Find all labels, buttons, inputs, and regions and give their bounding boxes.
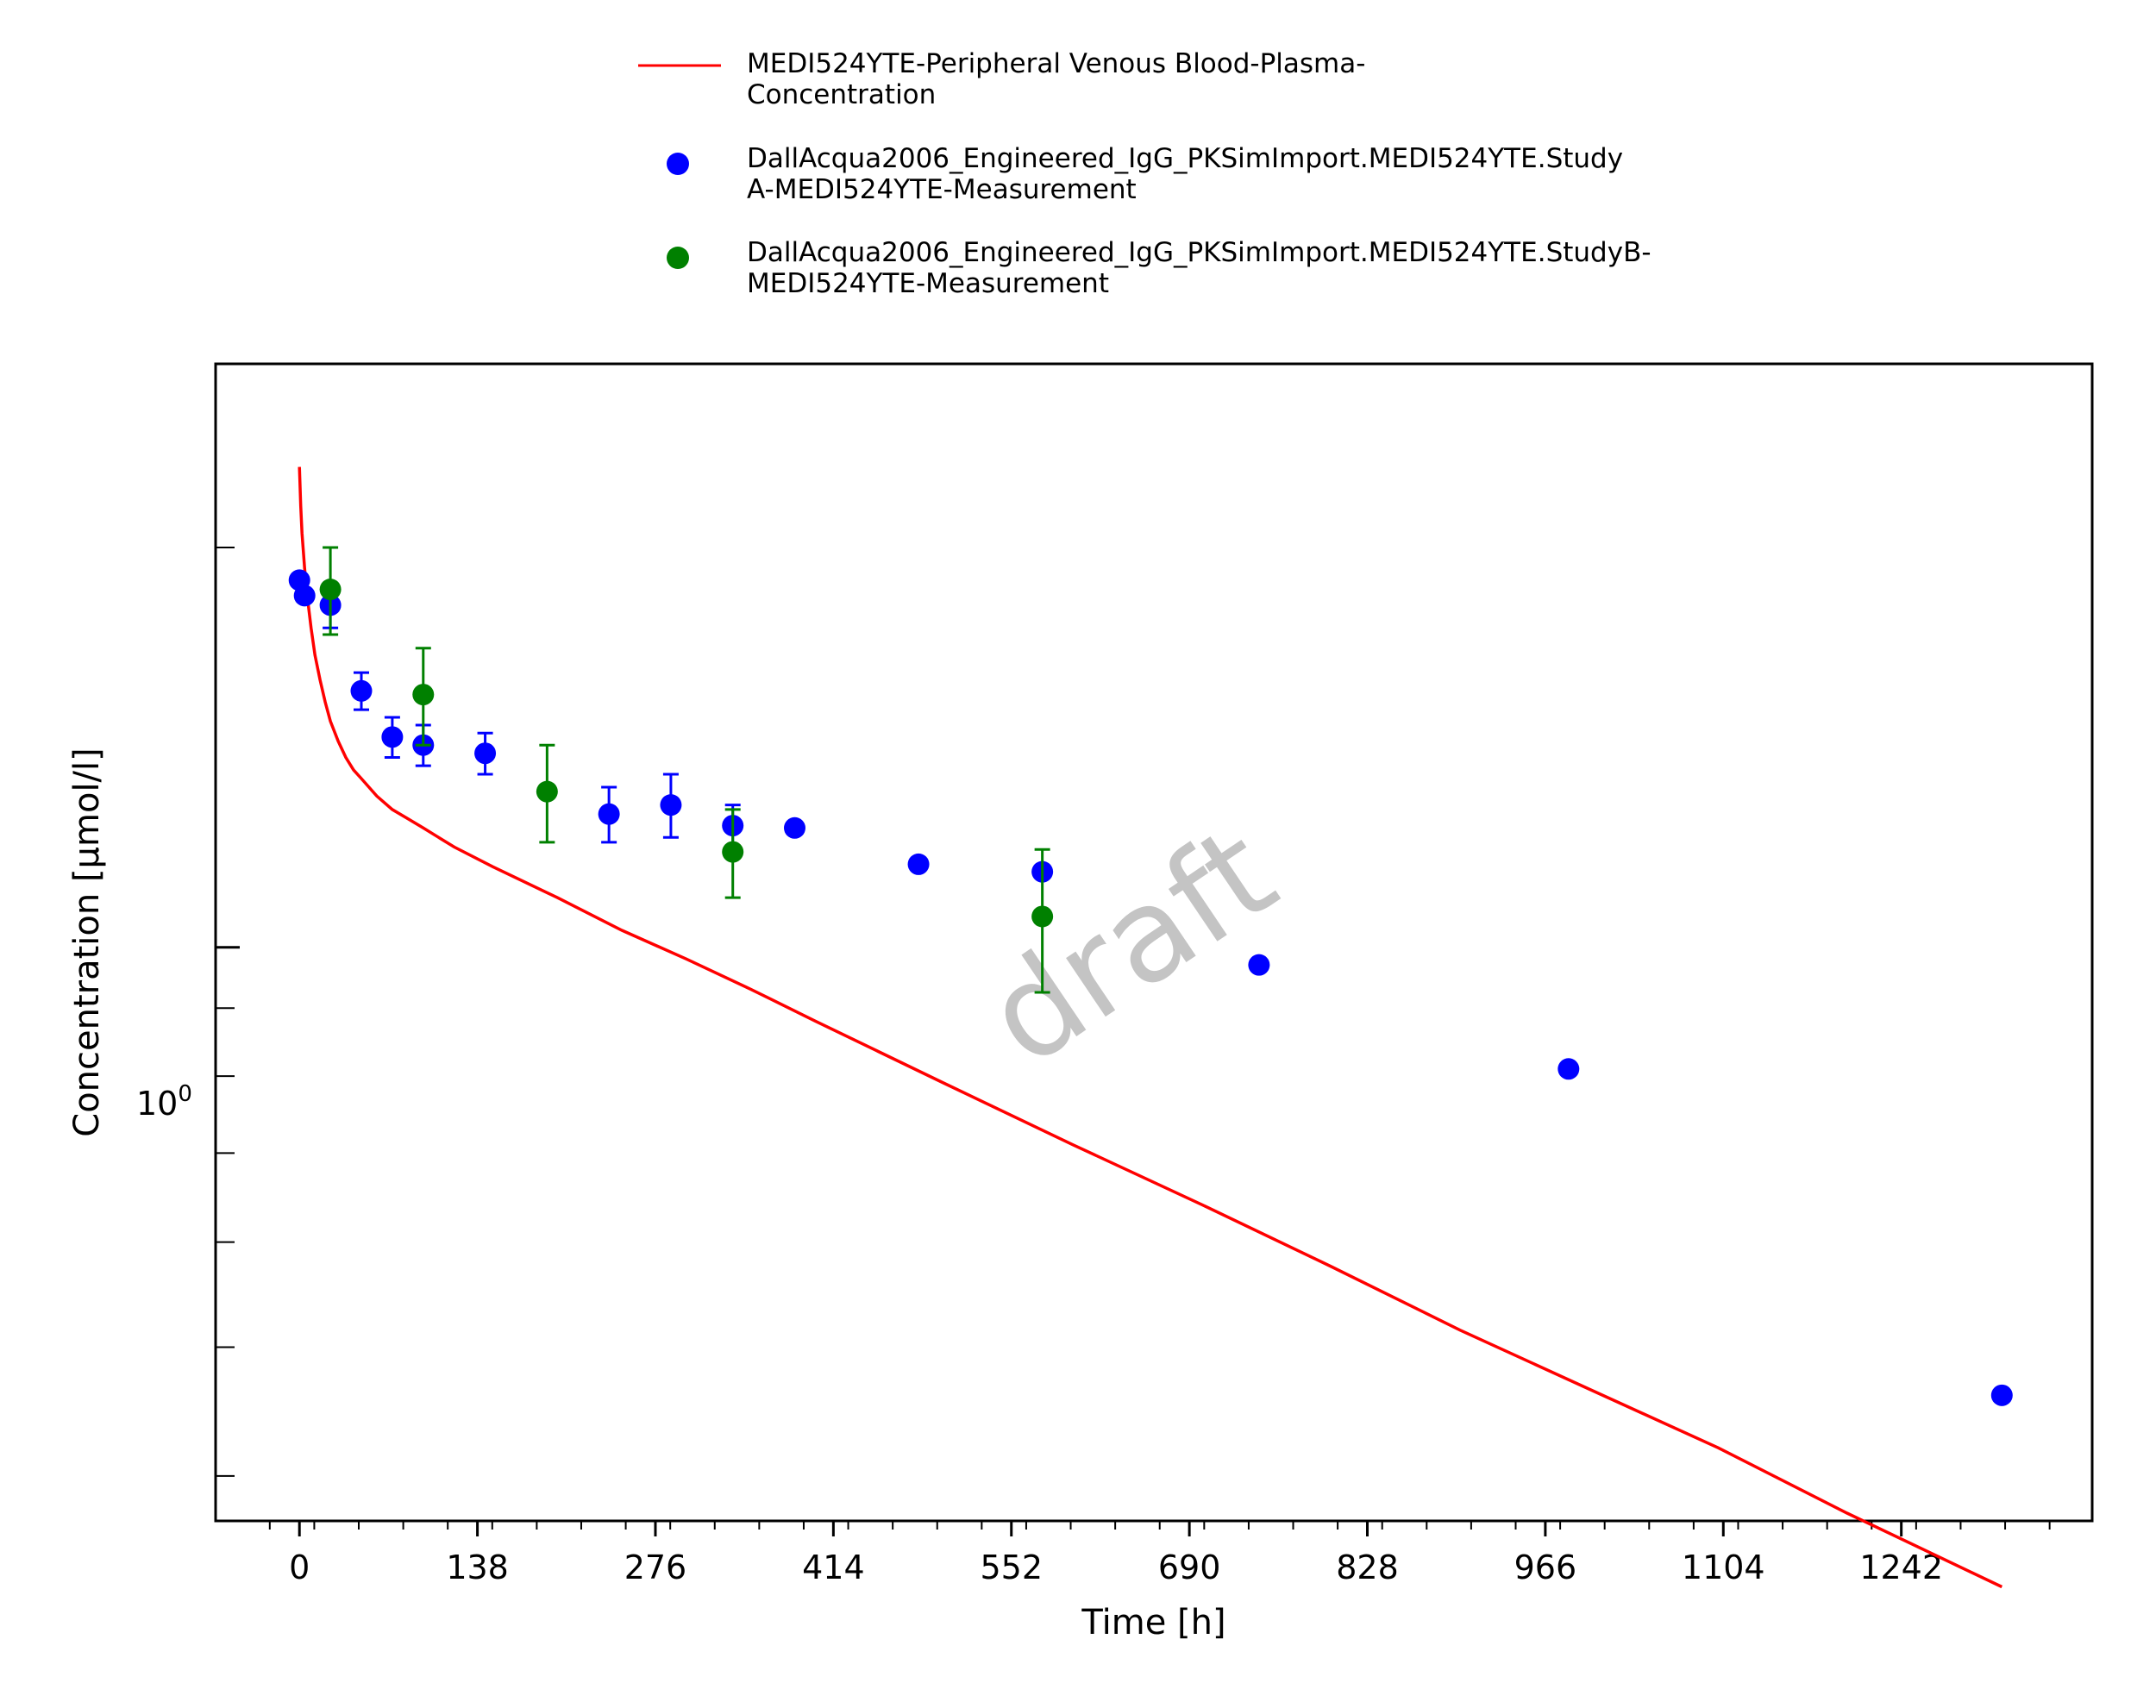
y-axis: 100 [136,547,240,1477]
study-a-point [1557,1058,1580,1080]
x-axis-title: Time [h] [1081,1603,1225,1642]
x-tick-label: 0 [289,1548,310,1586]
study-b-series [319,546,1054,994]
x-axis: 0 138 276 414 552 690 828 966 1104 1242 [268,1521,2051,1586]
study-a-point [907,853,930,875]
x-tick-label: 138 [446,1548,509,1586]
legend-entry-study-a: DallAcqua2006_Engineered_IgG_PKSimImport… [667,143,1623,205]
x-tick-label: 1104 [1682,1548,1765,1586]
legend-entry-simulation: MEDI524YTE-Peripheral Venous Blood-Plasm… [638,48,1365,110]
legend: MEDI524YTE-Peripheral Venous Blood-Plasm… [638,48,1651,299]
legend-label-study-b-line2: MEDI524YTE-Measurement [747,268,1109,299]
legend-label-simulation-line2: Concentration [747,79,936,110]
y-axis-title: Concentration [µmol/l] [67,748,107,1136]
study-b-point [722,841,744,863]
x-tick-label: 276 [624,1548,687,1586]
legend-label-study-b-line1: DallAcqua2006_Engineered_IgG_PKSimImport… [747,237,1651,268]
study-a-point [293,585,316,607]
x-tick-label: 966 [1514,1548,1577,1586]
legend-label-simulation-line1: MEDI524YTE-Peripheral Venous Blood-Plasm… [747,48,1365,79]
watermark-text: draft [962,798,1301,1095]
study-a-point [350,679,373,702]
x-tick-label: 690 [1158,1548,1221,1586]
simulation-line [298,466,2003,1589]
y-tick-label-base: 10 [136,1085,178,1123]
legend-marker-study-a [667,153,689,175]
x-tick-label: 1242 [1859,1548,1943,1586]
legend-marker-study-b [667,247,689,269]
y-tick-label-exponent: 0 [178,1081,192,1107]
plot-frame [214,362,2094,1523]
legend-label-study-a-line1: DallAcqua2006_Engineered_IgG_PKSimImport… [747,143,1623,174]
study-a-point [660,794,682,816]
study-a-point [1990,1384,2013,1406]
x-tick-label: 414 [802,1548,865,1586]
study-b-point [319,579,342,601]
study-a-point [598,803,620,825]
study-a-point [474,742,497,765]
study-a-point [381,726,404,748]
x-tick-label: 552 [980,1548,1043,1586]
study-b-point [412,684,435,706]
study-a-point [783,816,805,839]
study-b-point [536,780,558,803]
simulation-series [298,466,2003,1589]
legend-entry-study-b: DallAcqua2006_Engineered_IgG_PKSimImport… [667,237,1651,299]
study-b-point [1031,905,1054,928]
y-tick-label-10e0: 100 [136,1081,192,1123]
study-a-point [1248,954,1270,976]
x-tick-label: 828 [1336,1548,1399,1586]
legend-label-study-a-line2: A-MEDI524YTE-Measurement [747,174,1137,205]
